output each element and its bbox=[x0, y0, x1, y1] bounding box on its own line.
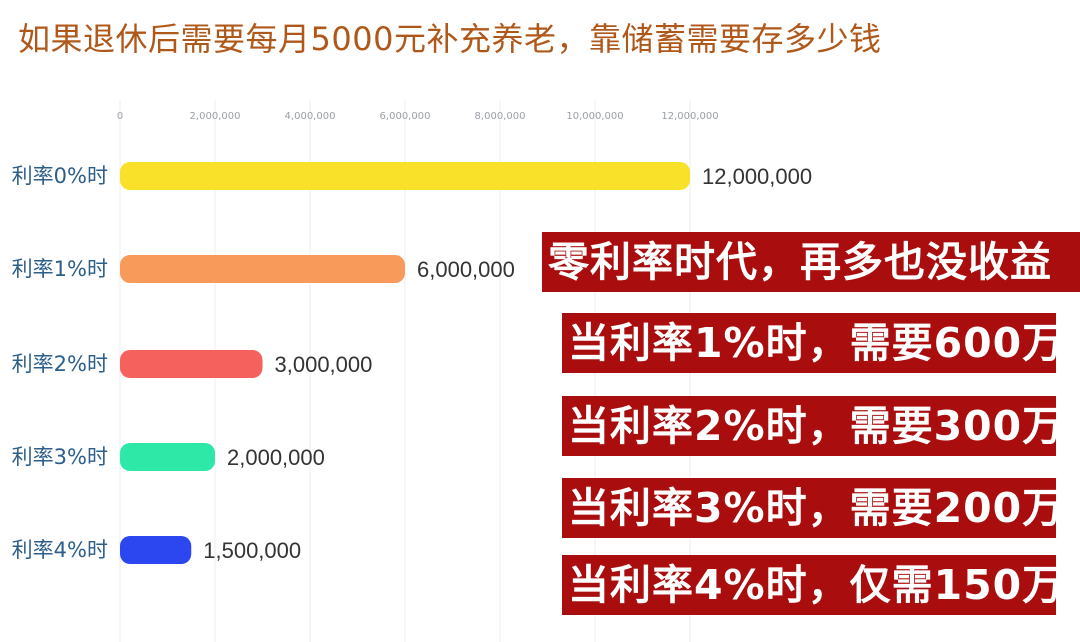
x-tick-label: 8,000,000 bbox=[475, 111, 526, 122]
bar bbox=[120, 350, 263, 378]
x-tick-label: 2,000,000 bbox=[190, 111, 241, 122]
category-label: 利率1%时 bbox=[12, 257, 108, 281]
bar bbox=[120, 162, 690, 190]
x-tick-label: 12,000,000 bbox=[661, 111, 718, 122]
x-tick-label: 6,000,000 bbox=[380, 111, 431, 122]
bar bbox=[120, 255, 405, 283]
value-label: 6,000,000 bbox=[417, 257, 515, 282]
chart-title: 如果退休后需要每月5000元补充养老，靠储蓄需要存多少钱 bbox=[18, 20, 882, 58]
bar bbox=[120, 536, 192, 564]
x-tick-label: 10,000,000 bbox=[566, 111, 623, 122]
x-tick-label: 0 bbox=[117, 111, 123, 122]
value-label: 1,500,000 bbox=[203, 538, 301, 563]
category-label: 利率3%时 bbox=[12, 445, 108, 469]
category-label: 利率0%时 bbox=[12, 164, 108, 188]
value-label: 2,000,000 bbox=[227, 445, 325, 470]
value-label: 12,000,000 bbox=[702, 164, 812, 189]
category-label: 利率4%时 bbox=[12, 538, 108, 562]
value-label: 3,000,000 bbox=[275, 352, 373, 377]
bar bbox=[120, 443, 215, 471]
bars bbox=[120, 162, 690, 564]
tick-labels: 0 2,000,000 4,000,000 6,000,000 8,000,000 10,… bbox=[117, 111, 719, 122]
value-labels: 12,000,000 6,000,000 3,000,000 2,000,000 1,5… bbox=[203, 164, 812, 563]
category-label: 利率2%时 bbox=[12, 352, 108, 376]
x-tick-label: 4,000,000 bbox=[285, 111, 336, 122]
